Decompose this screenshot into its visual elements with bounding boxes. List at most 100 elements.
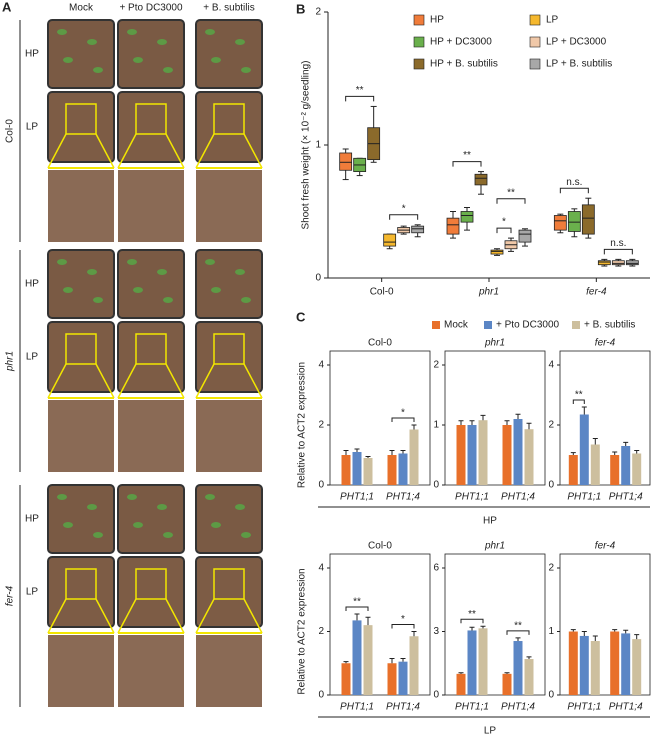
legend-swatch bbox=[413, 14, 425, 26]
error-bar bbox=[480, 414, 486, 421]
bar bbox=[409, 429, 419, 485]
significance-label: ** bbox=[353, 597, 361, 608]
error-bar bbox=[515, 637, 521, 642]
photo bbox=[47, 91, 115, 163]
error-bar bbox=[634, 634, 640, 640]
zoom-photo bbox=[118, 400, 184, 472]
error-bar bbox=[469, 626, 475, 631]
zoom-photo bbox=[48, 400, 114, 472]
zoom-line bbox=[47, 363, 67, 399]
seedling bbox=[241, 532, 251, 538]
row-label: HP bbox=[25, 279, 39, 290]
error-bar bbox=[581, 631, 587, 636]
bar bbox=[352, 620, 362, 695]
panel-label: A bbox=[2, 0, 12, 14]
bar bbox=[579, 635, 589, 695]
zoom-box bbox=[135, 568, 167, 600]
zoom-line bbox=[195, 363, 215, 399]
y-tick-label: 0 bbox=[548, 480, 554, 491]
bar bbox=[610, 455, 620, 485]
seedling bbox=[235, 504, 245, 510]
zoom-photo bbox=[196, 635, 262, 707]
box bbox=[567, 211, 581, 232]
chart-title: fer-4 bbox=[595, 338, 616, 349]
y-tick-label: 6 bbox=[433, 563, 439, 574]
zoom-line bbox=[117, 598, 137, 634]
y-tick-label: 0 bbox=[315, 273, 321, 284]
bar bbox=[467, 630, 477, 695]
error-bar bbox=[354, 613, 360, 621]
genotype-label: phr1 bbox=[5, 351, 16, 372]
significance-bracket bbox=[496, 227, 512, 234]
error-bar bbox=[515, 413, 521, 419]
panel-label: C bbox=[296, 309, 306, 324]
error-bar bbox=[581, 406, 587, 415]
error-bar bbox=[343, 450, 349, 455]
bar bbox=[478, 420, 488, 485]
zoom-box bbox=[213, 333, 245, 365]
legend-label: LP bbox=[546, 15, 559, 26]
zoom-line bbox=[195, 133, 215, 169]
seedling bbox=[63, 57, 73, 63]
error-bar bbox=[458, 420, 464, 425]
photo bbox=[195, 556, 263, 628]
error-bar bbox=[592, 438, 598, 445]
significance-label: ** bbox=[356, 85, 364, 96]
bar bbox=[590, 641, 600, 695]
y-tick-label: 2 bbox=[318, 626, 324, 637]
box bbox=[597, 260, 611, 266]
seedling bbox=[57, 29, 67, 35]
row-label: HP bbox=[25, 49, 39, 60]
seedling bbox=[93, 297, 103, 303]
photo bbox=[117, 249, 185, 319]
photo bbox=[195, 249, 263, 319]
genotype-label: Col-0 bbox=[5, 119, 16, 143]
y-axis-title: Relative to ACT2 expression bbox=[297, 568, 308, 694]
box bbox=[518, 229, 532, 243]
y-tick-label: 1 bbox=[433, 420, 439, 431]
error-bar bbox=[400, 657, 406, 662]
legend-label: + Pto DC3000 bbox=[496, 320, 560, 331]
chart-frame bbox=[559, 350, 651, 486]
box bbox=[490, 249, 504, 255]
photo bbox=[117, 19, 185, 89]
legend-label: HP + B. subtilis bbox=[430, 59, 498, 70]
photo bbox=[195, 91, 263, 163]
error-bar bbox=[504, 420, 510, 425]
zoom-photo bbox=[118, 170, 184, 242]
bar bbox=[398, 661, 408, 695]
seedling bbox=[235, 269, 245, 275]
significance-label: ** bbox=[468, 609, 476, 620]
chart-frame bbox=[444, 350, 546, 486]
error-bar bbox=[365, 616, 371, 626]
box bbox=[474, 173, 488, 186]
x-tick-label: PHT1;1 bbox=[340, 492, 374, 503]
seedling bbox=[87, 39, 97, 45]
bar bbox=[579, 414, 589, 485]
zoom-line bbox=[95, 363, 115, 399]
bar bbox=[632, 639, 642, 695]
significance-label: ** bbox=[463, 150, 471, 161]
legend-swatch bbox=[413, 36, 425, 48]
seedling bbox=[127, 259, 137, 265]
significance-label: * bbox=[502, 217, 506, 228]
box bbox=[553, 215, 567, 231]
chart-frame bbox=[559, 553, 651, 696]
bar bbox=[467, 425, 477, 485]
seedling bbox=[87, 269, 97, 275]
bar bbox=[513, 641, 523, 695]
y-tick-label: 4 bbox=[318, 563, 324, 574]
significance-label: ** bbox=[575, 390, 583, 401]
zoom-photo bbox=[196, 400, 262, 472]
row-label: LP bbox=[26, 122, 39, 133]
zoom-photo bbox=[118, 635, 184, 707]
y-tick-label: 3 bbox=[433, 626, 439, 637]
seedling bbox=[133, 287, 143, 293]
zoom-line bbox=[195, 598, 215, 634]
bar bbox=[513, 419, 523, 485]
error-bar bbox=[469, 420, 475, 425]
photo bbox=[195, 484, 263, 554]
photo bbox=[117, 484, 185, 554]
zoom-line bbox=[117, 133, 137, 169]
